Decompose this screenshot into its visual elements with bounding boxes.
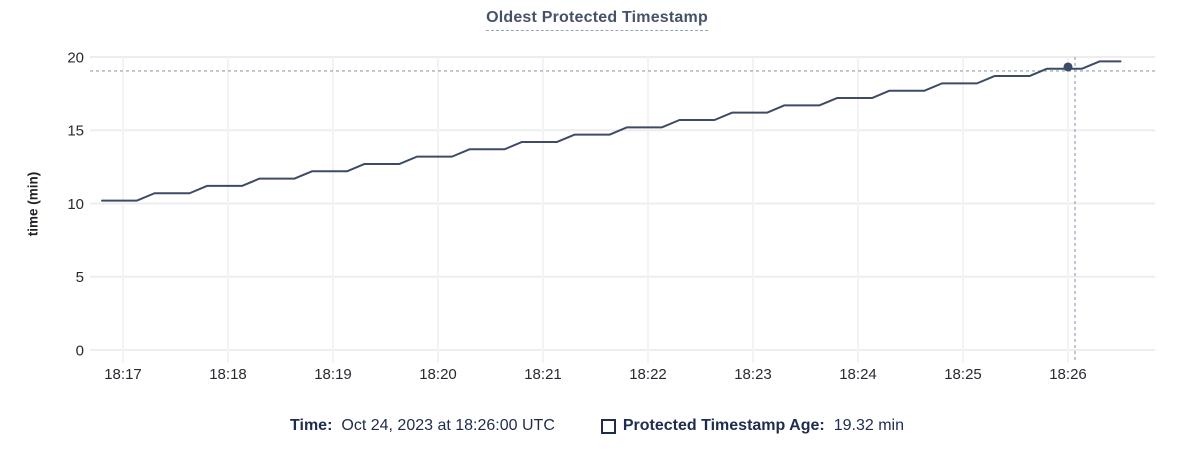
series-swatch-icon [600, 418, 616, 434]
x-tick-label: 18:22 [629, 366, 667, 383]
hovered-point-dot [1063, 62, 1073, 72]
chart-title[interactable]: Oldest Protected Timestamp [486, 9, 708, 31]
x-tick-label: 18:23 [734, 366, 772, 383]
y-tick-label: 5 [76, 269, 84, 286]
chart-plot-area[interactable]: 0 5 10 15 20 18:17 18:18 18:19 18:20 18:21 18:22 18… [0, 0, 1194, 400]
x-tick-label: 18:21 [524, 366, 562, 383]
x-tick-label: 18:18 [209, 366, 247, 383]
tooltip-series-label: Protected Timestamp Age: [622, 417, 825, 434]
hover-tooltip-bar: Time: Oct 24, 2023 at 18:26:00 UTC Prote… [0, 417, 1194, 435]
tooltip-time-value: Oct 24, 2023 at 18:26:00 UTC [341, 417, 555, 434]
series-line [101, 60, 1122, 202]
x-tick-label: 18:24 [839, 366, 877, 383]
tooltip-time-label: Time: [290, 417, 333, 434]
chart-header: Oldest Protected Timestamp [0, 9, 1194, 31]
tooltip-series-value: 19.32 min [833, 417, 904, 434]
y-tick-label: 10 [67, 196, 84, 213]
y-tick-label: 15 [67, 123, 84, 140]
x-tick-label: 18:26 [1049, 366, 1087, 383]
y-tick-label: 0 [76, 342, 84, 359]
x-tick-label: 18:19 [314, 366, 352, 383]
x-tick-label: 18:17 [104, 366, 142, 383]
x-tick-label: 18:25 [944, 366, 982, 383]
x-tick-label: 18:20 [419, 366, 457, 383]
y-tick-label: 20 [67, 49, 84, 66]
